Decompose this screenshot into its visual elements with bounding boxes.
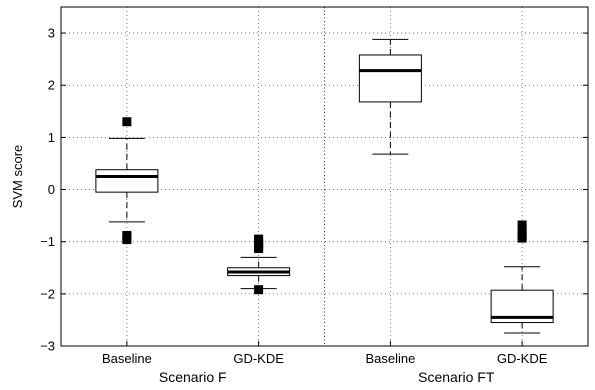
x-tick-label: Baseline: [102, 351, 152, 366]
y-axis: −3 −2 −1 0 1 2 3: [40, 26, 588, 354]
y-tick-label: 0: [48, 182, 55, 197]
group-label: Scenario F: [159, 369, 227, 385]
iqr-box: [358, 54, 422, 103]
x-tick-label: GD-KDE: [497, 351, 548, 366]
outlier-point: [517, 225, 527, 235]
y-tick-label: −3: [40, 339, 55, 354]
box-gd-kde: [490, 220, 554, 334]
y-tick-label: 1: [48, 130, 55, 145]
box-baseline: [95, 117, 159, 245]
outlier-point: [254, 285, 264, 295]
x-tick-label: Baseline: [365, 351, 415, 366]
plot-frame: [60, 6, 589, 347]
x-axis: Baseline GD-KDE Baseline GD-KDE Scenario F Sc…: [102, 341, 548, 385]
outlier-point: [517, 233, 527, 243]
x-tick-label: GD-KDE: [233, 351, 284, 366]
box-baseline: [358, 38, 422, 155]
box-gd-kde: [227, 234, 291, 295]
plot-area: [60, 6, 589, 347]
iqr-box: [95, 169, 159, 193]
outlier-point: [122, 117, 132, 127]
outlier-point: [122, 235, 132, 245]
y-tick-label: −2: [40, 286, 55, 301]
group-label: Scenario FT: [418, 369, 495, 385]
y-tick-label: 3: [48, 26, 55, 41]
y-axis-label: SVM score: [10, 145, 25, 209]
outlier-point: [517, 220, 527, 230]
y-tick-label: −1: [40, 234, 55, 249]
y-tick-label: 2: [48, 78, 55, 93]
outlier-point: [254, 243, 264, 253]
